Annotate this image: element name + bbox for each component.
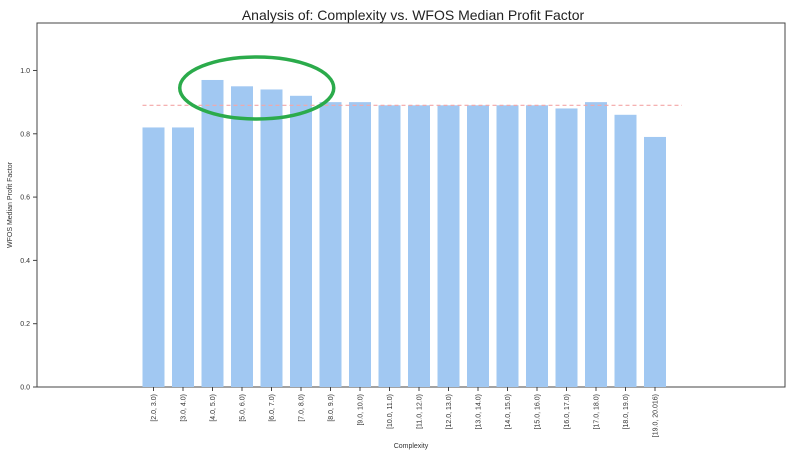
bar	[260, 89, 283, 387]
y-tick-label: 0.8	[20, 131, 30, 138]
bar	[555, 108, 578, 387]
x-tick-label: [10.0, 11.0)	[387, 394, 394, 429]
x-tick-label: [14.0, 15.0)	[505, 394, 512, 429]
highlight-ellipse	[178, 55, 336, 121]
y-tick-label: 0.6	[20, 195, 30, 202]
bar	[142, 127, 165, 387]
highlight-group	[178, 55, 336, 121]
bar	[614, 114, 637, 387]
y-axis: 0.0 0.2 0.4 0.6 0.8 1.0	[20, 68, 37, 392]
bar	[319, 102, 342, 387]
bar	[231, 86, 253, 387]
bar	[349, 102, 371, 387]
x-tick-label: [6.0, 7.0)	[269, 394, 276, 422]
x-tick-label: [7.0, 8.0)	[299, 394, 306, 422]
x-tick-label: [19.0, 20.016)	[653, 394, 660, 437]
x-tick-label: [17.0, 18.0)	[594, 394, 601, 429]
y-tick-label: 0.4	[20, 258, 30, 265]
x-tick-label: [16.0, 17.0)	[564, 394, 571, 429]
bars-group	[142, 79, 666, 388]
bar	[467, 105, 489, 387]
y-tick-label: 0.0	[20, 385, 30, 392]
bar	[496, 105, 519, 387]
x-tick-label: [4.0, 5.0)	[210, 394, 217, 422]
x-tick-label: [18.0, 19.0)	[623, 394, 630, 429]
x-tick-label: [12.0, 13.0)	[446, 394, 453, 429]
bar	[437, 105, 460, 387]
y-tick-label: 1.0	[20, 68, 30, 75]
y-tick-label: 0.2	[20, 321, 30, 328]
x-tick-label: [15.0, 16.0)	[535, 394, 542, 429]
bar	[378, 105, 401, 387]
bar	[408, 105, 430, 387]
bar	[585, 102, 607, 387]
bar	[290, 95, 312, 388]
x-axis-label: Complexity	[394, 443, 429, 450]
x-tick-label: [11.0, 12.0)	[417, 394, 424, 429]
bar	[644, 136, 666, 387]
y-axis-label: WFOS Median Profit Factor	[7, 161, 14, 248]
bar	[201, 79, 224, 388]
x-tick-label: [3.0, 4.0)	[181, 394, 188, 422]
bar	[526, 105, 548, 387]
x-tick-label: [13.0, 14.0)	[476, 394, 483, 429]
x-tick-label: [8.0, 9.0)	[328, 394, 335, 422]
x-tick-label: [5.0, 6.0)	[240, 394, 247, 422]
x-tick-label: [9.0, 10.0)	[358, 394, 365, 426]
x-axis: [2.0, 3.0) [3.0, 4.0) [4.0, 5.0) [5.0, 6.0)…	[151, 387, 660, 437]
x-tick-label: [2.0, 3.0)	[151, 394, 158, 422]
chart-title: Analysis of: Complexity vs. WFOS Median …	[242, 7, 585, 23]
bar	[172, 127, 194, 387]
